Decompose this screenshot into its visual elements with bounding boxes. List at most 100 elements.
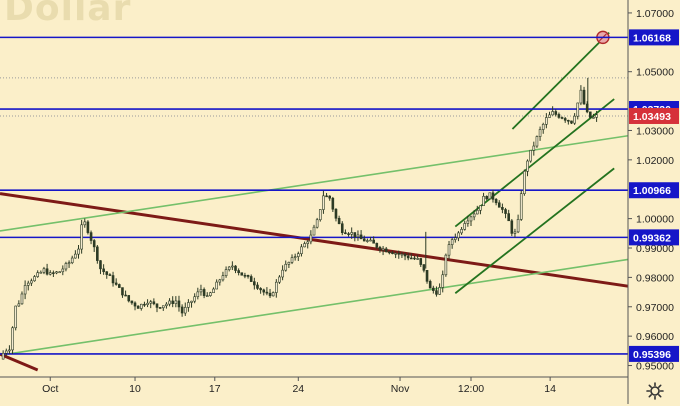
candle-body <box>293 256 297 258</box>
candle-body <box>212 288 215 294</box>
candle-body <box>428 281 432 289</box>
current-price-badge <box>629 107 679 124</box>
candle-body <box>268 292 272 297</box>
candle-body <box>180 306 184 314</box>
candle-body <box>124 294 127 297</box>
candle-body <box>529 150 532 162</box>
candle-body <box>485 196 489 200</box>
candle-body <box>275 281 278 293</box>
candle-body <box>74 253 77 259</box>
candle-body <box>356 234 360 238</box>
time-tick-label-1: 10 <box>129 383 141 395</box>
candle-body <box>262 289 266 293</box>
candle-body <box>39 271 43 274</box>
candle-body <box>190 300 193 303</box>
candle-body <box>532 145 536 151</box>
settings-gear-icon[interactable] <box>645 381 665 401</box>
candle-body <box>447 244 451 256</box>
candle-body <box>362 238 366 242</box>
candle-body <box>17 303 21 307</box>
candle-body <box>67 262 71 265</box>
candle-body <box>99 260 102 270</box>
candle-body <box>535 136 539 147</box>
trend-lines-layer <box>0 30 629 372</box>
candle-body <box>146 302 149 305</box>
candle-body <box>579 89 583 104</box>
candle-body <box>187 302 190 308</box>
candle-body <box>227 266 231 270</box>
candle-body <box>237 270 240 273</box>
trend-line-red-channel-lower <box>0 352 39 372</box>
candle-body <box>70 257 74 264</box>
candle-body <box>491 192 495 200</box>
candle-body <box>548 114 551 118</box>
candle-body <box>174 300 178 304</box>
watermark-title: Dollar <box>4 0 132 29</box>
candle-body <box>466 220 470 224</box>
candle-body <box>149 301 153 304</box>
candle-body <box>372 239 375 244</box>
candle-body <box>89 232 93 241</box>
candle-body <box>234 265 237 271</box>
candle-body <box>435 290 438 295</box>
candle-body <box>350 232 353 235</box>
candle-body <box>585 103 589 113</box>
candle-body <box>158 307 162 309</box>
candle-body <box>497 202 501 208</box>
candle-body <box>155 303 159 308</box>
price-tick-label-1: 1.05000 <box>636 67 674 79</box>
candle-body <box>432 287 435 291</box>
candle-body <box>576 102 580 117</box>
candle-body <box>441 274 445 288</box>
candle-body <box>36 272 39 277</box>
candle-body <box>381 248 385 251</box>
candle-body <box>463 223 467 230</box>
candle-body <box>253 281 256 286</box>
candle-body <box>58 271 61 274</box>
candle-body <box>127 295 131 302</box>
candle-body <box>45 268 49 275</box>
candles-layer <box>1 77 598 360</box>
candle-body <box>403 253 407 257</box>
candle-body <box>453 237 457 240</box>
candle-body <box>312 226 316 236</box>
candle-body <box>130 300 134 304</box>
candle-body <box>501 207 504 210</box>
candle-body <box>215 281 218 290</box>
candle-body <box>177 300 181 308</box>
candle-body <box>560 117 564 119</box>
level-badge-label-4: 0.95396 <box>633 349 671 361</box>
price-badges-layer: 1.061681.037301.009660.993620.953961.034… <box>629 29 679 362</box>
price-tick-label-9: 0.95000 <box>636 361 674 373</box>
candle-body <box>287 261 291 265</box>
level-badge-label-0: 1.06168 <box>633 32 671 44</box>
horizontal-levels-layer <box>0 36 628 355</box>
candle-body <box>416 258 419 260</box>
candle-body <box>133 302 137 307</box>
level-badge-4 <box>629 345 679 362</box>
candle-body <box>168 300 171 305</box>
candle-body <box>152 301 156 305</box>
candle-body <box>171 300 174 304</box>
candle-body <box>300 246 303 254</box>
candle-body <box>507 213 510 222</box>
candle-body <box>460 229 463 234</box>
candle-body <box>77 248 80 255</box>
time-tick-label-0: Oct <box>42 383 58 395</box>
level-badge-label-3: 0.99362 <box>633 232 671 244</box>
candle-body <box>479 205 482 211</box>
candle-body <box>322 195 325 210</box>
candle-body <box>541 124 545 130</box>
candle-body <box>582 89 586 105</box>
candle-body <box>366 240 369 242</box>
candle-body <box>30 280 33 284</box>
candle-body <box>375 242 379 248</box>
trend-line-red-channel-upper <box>0 192 629 288</box>
grid-layer <box>0 77 628 117</box>
candle-body <box>8 349 11 352</box>
candle-body <box>296 253 300 257</box>
time-tick-label-5: 12:00 <box>458 383 484 395</box>
trend-line-green-upper <box>0 134 629 232</box>
